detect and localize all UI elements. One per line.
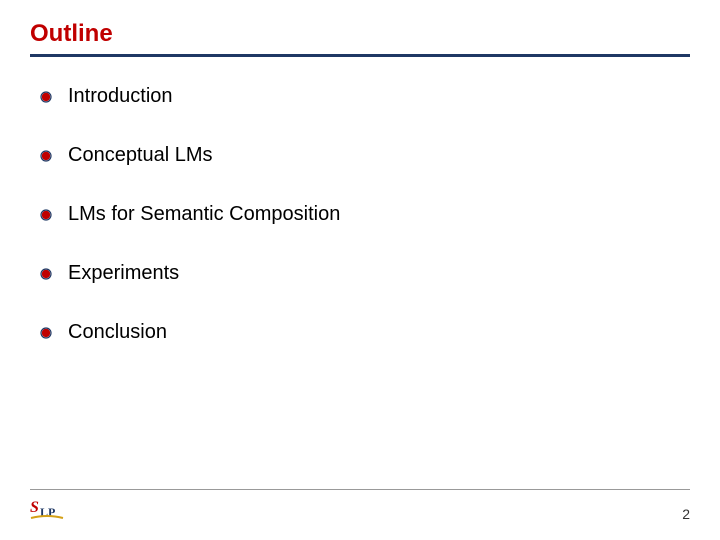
svg-text:S: S [30,499,39,516]
list-item-label: Conclusion [68,321,167,344]
list-item-label: Experiments [68,262,179,285]
page-number: 2 [682,506,690,522]
logo-icon: S LP [30,496,64,522]
bullet-icon [40,268,52,280]
list-item-label: LMs for Semantic Composition [68,203,340,226]
list-item: Conclusion [40,321,690,344]
bullet-icon [40,150,52,162]
list-item-label: Conceptual LMs [68,144,213,167]
list-item: Conceptual LMs [40,144,690,167]
slide-title: Outline [30,20,690,57]
list-item: Introduction [40,85,690,108]
slide-container: Outline Introduction Conceptual LMs LMs … [0,0,720,540]
list-item: LMs for Semantic Composition [40,203,690,226]
bullet-icon [40,209,52,221]
bullet-icon [40,91,52,103]
list-item: Experiments [40,262,690,285]
slide-footer: S LP 2 [30,489,690,522]
list-item-label: Introduction [68,85,173,108]
outline-list: Introduction Conceptual LMs LMs for Sema… [30,85,690,344]
bullet-icon [40,327,52,339]
